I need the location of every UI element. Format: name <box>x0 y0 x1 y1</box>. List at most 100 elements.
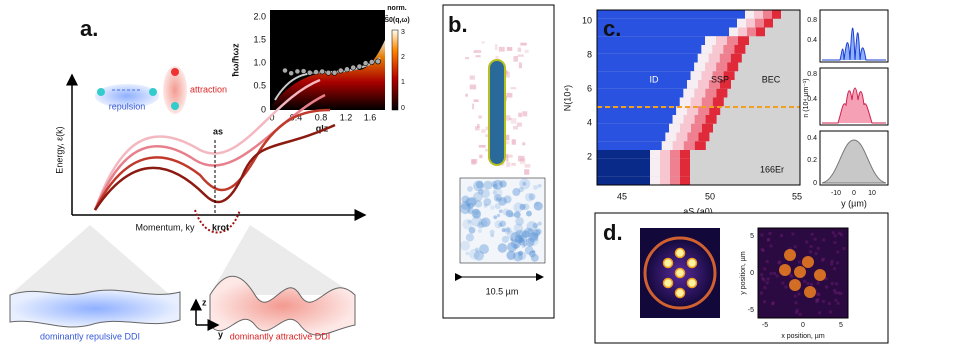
speckle <box>519 237 525 243</box>
speckle <box>465 57 470 60</box>
speckle <box>515 230 524 239</box>
cell <box>597 115 673 125</box>
y-tick: 4 <box>587 117 592 127</box>
speckle <box>519 178 531 190</box>
speckle <box>788 247 792 251</box>
speckle <box>537 183 542 188</box>
zoom-cone <box>10 225 170 295</box>
speckle <box>469 75 475 80</box>
speckle <box>492 190 497 195</box>
speckle <box>532 222 539 229</box>
cell <box>712 97 724 107</box>
speckle <box>465 197 477 208</box>
speckle <box>813 237 817 241</box>
caption: dominantly repulsive DDI <box>40 331 140 341</box>
colorbar-tick: 1 <box>401 79 405 86</box>
speckle <box>480 189 490 199</box>
speckle <box>460 240 471 251</box>
speckle <box>834 291 838 295</box>
cell <box>756 27 765 37</box>
speckle <box>524 164 531 168</box>
speckle <box>499 198 503 202</box>
cell <box>680 176 690 186</box>
cell <box>698 80 709 90</box>
droplet <box>662 257 674 269</box>
speckle <box>793 245 797 249</box>
speckle <box>516 122 522 127</box>
speckle <box>493 194 502 202</box>
z-label: z <box>202 297 207 307</box>
cell <box>672 141 684 151</box>
speckle <box>821 299 825 303</box>
speckle <box>768 231 772 235</box>
glow <box>95 84 159 108</box>
cell <box>694 88 706 98</box>
speckle <box>793 294 797 298</box>
speckle <box>471 215 482 227</box>
speckle <box>521 244 526 248</box>
speckle <box>537 221 542 226</box>
speckle <box>510 87 517 90</box>
cell <box>691 123 702 133</box>
speckle <box>469 84 477 90</box>
speckle <box>461 195 470 204</box>
speckle <box>513 243 519 249</box>
density <box>821 139 887 184</box>
speckle <box>503 195 512 204</box>
y-tick: 5 <box>750 233 754 240</box>
speckle <box>469 248 480 260</box>
plot-frame <box>596 9 801 186</box>
speckle <box>481 129 486 133</box>
speckle <box>506 250 516 260</box>
speckle <box>809 244 813 248</box>
speckle <box>810 282 814 286</box>
image <box>459 177 546 264</box>
cell <box>746 18 755 28</box>
speckle <box>524 192 534 202</box>
speckle <box>505 227 511 232</box>
cell <box>660 150 670 160</box>
speckle <box>494 44 498 50</box>
speckle <box>518 62 522 69</box>
speckle <box>467 186 473 192</box>
side-y-label: n (10⁴ µm⁻¹) <box>803 78 810 117</box>
cell <box>694 115 706 125</box>
dispersion-min <box>194 209 241 234</box>
speckle <box>839 291 843 295</box>
point <box>362 60 369 67</box>
point <box>300 68 307 75</box>
speckle <box>780 234 784 238</box>
cell <box>763 10 772 20</box>
speckle <box>519 203 526 210</box>
speckle <box>485 134 490 138</box>
dispersion <box>93 123 336 211</box>
cell <box>597 71 691 81</box>
atom <box>171 68 179 76</box>
inset-y-label: ħω/ħωz <box>230 43 240 77</box>
cell <box>705 62 717 72</box>
speckle <box>472 208 480 216</box>
energy-axis-label: Energy, ε(k) <box>54 126 64 173</box>
cell <box>701 45 713 55</box>
speckle <box>831 231 835 235</box>
speckle <box>513 55 519 62</box>
inset-x-label: qlz <box>316 123 329 133</box>
speckle <box>467 202 474 209</box>
speckle <box>495 55 499 61</box>
side-x-tick: -10 <box>831 190 841 197</box>
cell <box>716 88 728 98</box>
side-tick: 0.8 <box>807 17 817 24</box>
cell <box>772 10 781 20</box>
speckle <box>839 233 843 237</box>
cell <box>683 88 695 98</box>
speckle <box>530 232 539 241</box>
speckle <box>778 260 782 264</box>
speckle <box>522 181 527 186</box>
x-label: aS (a0) <box>683 206 713 216</box>
cell <box>650 158 660 168</box>
zoom-cone <box>210 225 355 295</box>
speckle <box>507 242 517 252</box>
speckle <box>760 273 764 277</box>
cell <box>723 71 735 81</box>
